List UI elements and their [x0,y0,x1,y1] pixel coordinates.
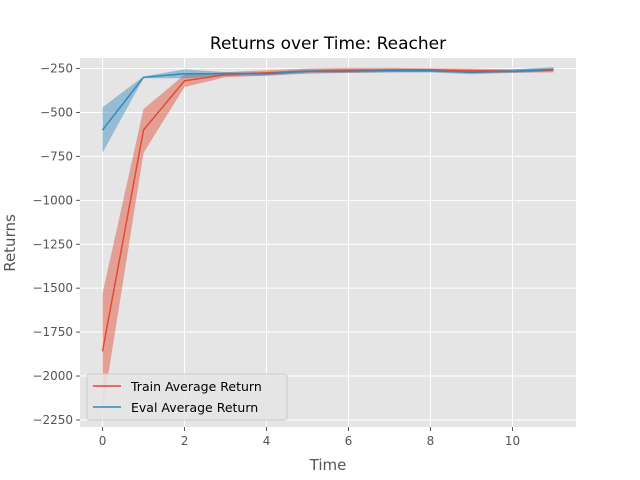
x-axis-label: Time [309,456,347,474]
x-tick-label: 0 [99,434,107,448]
x-axis-ticks: 0 2 4 6 8 10 [99,427,520,448]
plot-area [80,58,576,427]
x-tick-label: 6 [345,434,353,448]
chart-title: Returns over Time: Reacher [210,34,446,54]
x-tick-label: 10 [505,434,520,448]
y-tick-label: −500 [40,105,73,119]
x-tick-label: 2 [181,434,189,448]
legend-label-train: Train Average Return [130,379,262,394]
series-lines [101,68,554,352]
legend-label-eval: Eval Average Return [131,400,258,415]
y-tick-label: −1000 [32,193,73,207]
y-tick-label: −750 [40,149,73,163]
legend-box [86,373,288,421]
line-eval [101,68,554,131]
y-axis-label: Returns [1,214,19,272]
y-tick-label: −2250 [32,413,73,427]
x-tick-label: 4 [263,434,271,448]
x-tick-label: 8 [427,434,435,448]
y-tick-label: −1500 [32,281,73,295]
y-axis-ticks: −2250 −2000 −1750 −1500 −1250 −1000 −750 −500 −2… [32,62,80,427]
y-tick-label: −250 [40,62,73,76]
legend: Train Average Return Eval Average Return [86,373,288,421]
y-tick-label: −2000 [32,369,73,383]
y-tick-label: −1750 [32,325,73,339]
y-tick-label: −1250 [32,237,73,251]
